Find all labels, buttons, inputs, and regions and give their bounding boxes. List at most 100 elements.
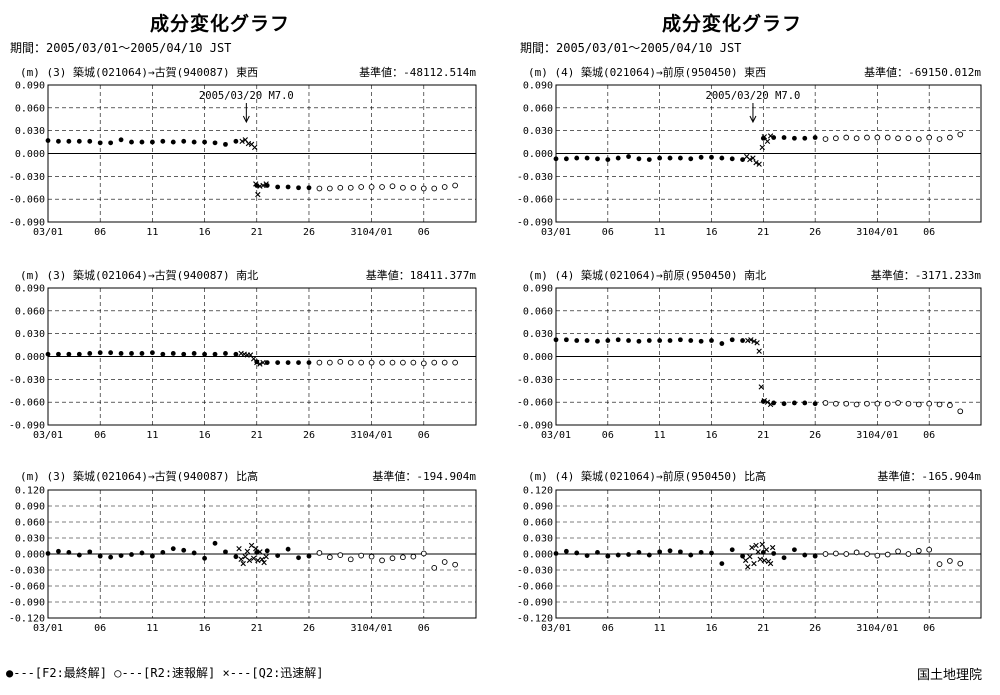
- data-point-rapid: [864, 551, 870, 557]
- data-point-final: [667, 155, 673, 161]
- data-point-final: [306, 360, 312, 365]
- y-tick-label: 0.120: [15, 486, 45, 497]
- data-point-final: [76, 138, 82, 144]
- x-tick-label: 06: [418, 623, 430, 634]
- data-point-final: [56, 351, 61, 357]
- data-point-rapid: [957, 131, 964, 138]
- data-point-final: [108, 350, 114, 356]
- data-point-quick: [767, 401, 774, 408]
- data-point-final: [264, 360, 270, 365]
- y-tick-label: 0.120: [523, 486, 553, 497]
- y-tick-label: 0.030: [523, 126, 553, 137]
- data-point-final: [66, 550, 72, 555]
- y-tick-label: 0.090: [523, 284, 553, 295]
- x-tick-label: 26: [303, 430, 315, 441]
- y-tick-label: 0.000: [523, 550, 553, 561]
- y-tick-label: -0.060: [9, 398, 45, 409]
- data-point-rapid: [452, 561, 458, 568]
- data-point-final: [740, 553, 745, 559]
- y-tick-label: 0.000: [523, 352, 553, 363]
- x-tick-label: 03/01: [33, 430, 63, 441]
- data-point-quick: [263, 181, 269, 187]
- y-tick-label: -0.060: [517, 195, 553, 206]
- data-point-final: [626, 338, 631, 343]
- data-point-rapid: [420, 550, 427, 557]
- data-point-final: [212, 140, 218, 146]
- data-point-rapid: [895, 548, 901, 555]
- data-point-final: [646, 552, 652, 558]
- annotation-label: 2005/03/20 M7.0: [706, 90, 801, 102]
- data-point-final: [191, 351, 197, 356]
- data-point-rapid: [379, 184, 385, 190]
- data-point-final: [76, 351, 82, 357]
- data-point-final: [657, 338, 663, 343]
- x-tick-label: 21: [757, 227, 769, 238]
- data-point-rapid: [379, 359, 385, 366]
- data-point-final: [584, 553, 590, 558]
- y-tick-label: 0.090: [15, 502, 45, 513]
- data-point-rapid: [833, 550, 839, 557]
- data-point-final: [212, 540, 218, 546]
- data-point-rapid: [389, 555, 396, 562]
- data-point-quick: [761, 557, 768, 564]
- data-point-final: [76, 552, 82, 558]
- x-tick-label: 26: [809, 227, 821, 238]
- data-point-final: [605, 553, 611, 559]
- y-tick-label: 0.090: [15, 81, 45, 92]
- data-point-final: [202, 139, 207, 145]
- data-point-final: [605, 157, 611, 162]
- data-point-final: [285, 184, 291, 190]
- data-point-final: [781, 135, 787, 140]
- x-tick-label: 16: [199, 623, 211, 634]
- data-point-rapid: [905, 551, 912, 557]
- y-tick-label: 0.090: [15, 284, 45, 295]
- data-point-final: [45, 351, 51, 357]
- data-point-final: [139, 139, 145, 145]
- data-point-final: [781, 555, 787, 561]
- data-point-final: [129, 139, 134, 145]
- x-tick-label: 16: [199, 227, 211, 238]
- data-point-final: [802, 400, 808, 406]
- data-point-rapid: [947, 558, 953, 564]
- data-point-quick: [242, 553, 248, 560]
- x-tick-label: 06: [418, 227, 430, 238]
- data-point-rapid: [915, 547, 922, 554]
- annotation-arrowhead: [749, 115, 757, 124]
- x-tick-label: 3104/01: [351, 623, 393, 634]
- data-point-rapid: [410, 359, 417, 366]
- x-tick-label: 06: [94, 430, 106, 441]
- data-point-final: [223, 549, 228, 555]
- x-tick-label: 06: [602, 227, 614, 238]
- data-point-rapid: [915, 401, 922, 408]
- data-point-quick: [757, 556, 763, 563]
- data-point-final: [296, 555, 301, 561]
- y-tick-label: -0.030: [517, 172, 553, 183]
- data-point-rapid: [347, 359, 354, 366]
- data-point-rapid: [874, 134, 881, 141]
- data-point-rapid: [957, 560, 964, 567]
- y-tick-label: -0.060: [9, 195, 45, 206]
- data-point-quick: [749, 544, 755, 551]
- data-point-final: [275, 184, 281, 190]
- y-tick-label: -0.120: [517, 614, 553, 625]
- data-point-rapid: [327, 554, 333, 561]
- x-tick-label: 03/01: [541, 227, 571, 238]
- chart-title: (m) (3) 築城(021064)→古賀(940087) 比高: [20, 469, 258, 483]
- data-point-rapid: [420, 185, 427, 192]
- data-point-quick: [254, 359, 260, 366]
- data-point-quick: [753, 159, 759, 166]
- x-tick-label: 03/01: [33, 623, 63, 634]
- data-point-final: [574, 550, 580, 556]
- data-point-final: [97, 350, 103, 356]
- right-period: 期間：2005/03/01～2005/04/10 JST: [520, 41, 742, 55]
- data-point-final: [626, 552, 631, 557]
- right-column-title: 成分変化グラフ: [662, 13, 803, 35]
- data-point-final: [56, 548, 61, 554]
- data-point-rapid: [895, 135, 901, 142]
- data-point-final: [584, 155, 590, 161]
- data-point-final: [802, 552, 808, 558]
- data-point-final: [45, 138, 51, 143]
- data-point-final: [615, 337, 621, 343]
- y-tick-label: 0.060: [15, 103, 45, 114]
- data-point-final: [709, 154, 714, 160]
